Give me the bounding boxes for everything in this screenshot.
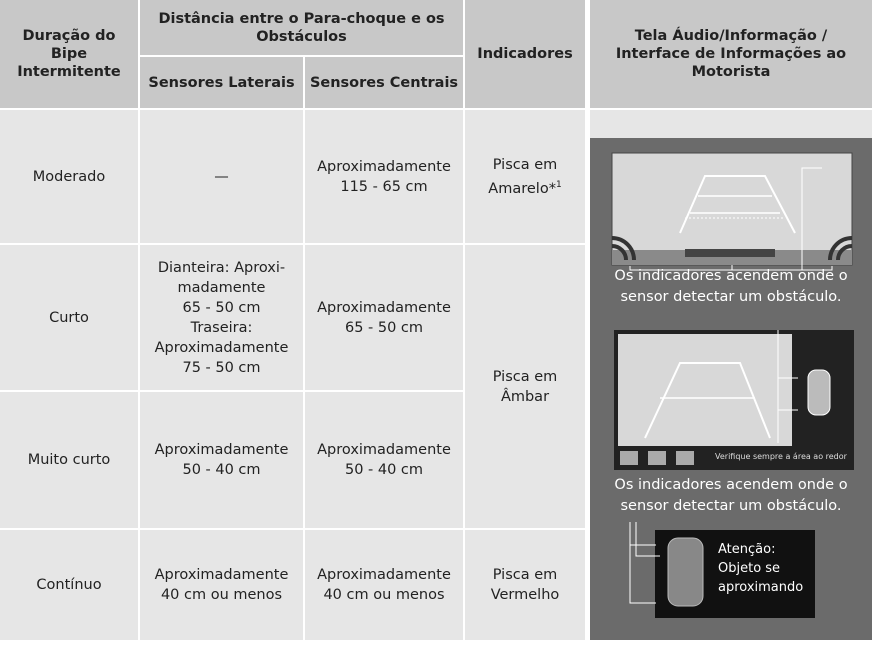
cell [590,110,872,138]
cell: Aproximadamente 115 - 65 cm [305,110,463,243]
caption: Os indicadores acendem onde o sensor det… [614,268,848,305]
cell-line: Aproximadamente [317,158,451,175]
cell-text: Vermelho [490,587,560,603]
cell: Aproximadamente 50 - 40 cm [305,392,463,528]
cell-line: Aproximadamente [154,442,289,458]
cell-line: 65 - 50 cm [182,299,261,316]
cell-text: Pisca em [492,156,558,173]
caption: Os indicadores acendem onde o sensor det… [614,477,848,514]
cell-text: Contínuo [36,577,102,593]
warning-text: Atenção: Objeto se aproximando [718,540,803,597]
cell: Pisca em Amarelo*1 [465,110,585,243]
display-panel: Os indicadores acendem onde o sensor det… [590,138,872,640]
cell-line: Vermelho [491,585,560,605]
warning-line: Objeto se [718,561,781,576]
cell: Pisca em Vermelho [465,530,585,640]
cell-line: Aproximadamente [317,567,451,583]
cell-line: Dianteira: Aproxi- [157,259,286,276]
screen-text: Verifique sempre a área ao redor [715,452,847,461]
header-text: Distância entre o Para-choque e os Obstá… [158,10,445,45]
header-cell: Sensores Laterais [140,57,303,108]
cell-text: Âmbar [500,388,550,405]
header-cell: Distância entre o Para-choque e os Obstá… [140,0,463,55]
cell-line: Aproximadamente [317,299,451,316]
cell-text: Moderado [32,168,106,185]
header-cell: Indicadores [465,0,585,108]
cell: Muito curto [0,392,138,528]
cell-line: 50 - 40 cm [182,462,261,478]
cell-line: 75 - 50 cm [182,359,261,376]
cell-line: Pisca em [493,565,558,585]
header-text: Sensores Centrais [309,74,459,91]
cell-line: 65 - 50 cm [344,319,424,336]
cell: Aproximadamente 65 - 50 cm [305,245,463,390]
cell-line: Âmbar [501,387,549,407]
cell-line: 40 cm ou menos [323,587,445,603]
cell-text: Curto [49,309,89,326]
cell: — [140,110,303,243]
cell: Curto [0,245,138,390]
header-cell: Sensores Centrais [305,57,463,108]
cell-text: Muito curto [27,452,111,468]
header-cell: Duração do Bipe Intermitente [0,0,138,108]
cell-line: madamente [177,279,266,296]
cell-line: 50 - 40 cm [344,462,424,478]
footnote-mark: 1 [555,179,562,190]
header-cell: Tela Áudio/Informação / Interface de Inf… [590,0,872,108]
cell-line: Amarelo*1 [488,175,561,199]
cell: Moderado [0,110,138,243]
display-illustrations [611,152,854,618]
cell-line: Pisca em [493,155,558,175]
cell: Dianteira: Aproxi-madamente 65 - 50 cm Tra… [140,245,303,390]
cell: Aproximadamente 40 cm ou menos [140,530,303,640]
cell-line: Traseira: [190,319,253,336]
cell-line: Pisca em [493,367,558,387]
cell: Aproximadamente 50 - 40 cm [140,392,303,528]
cell-text: Pisca em [492,567,558,583]
header-text: Sensores Laterais [148,74,295,91]
cell-text: Pisca em [492,368,558,385]
header-text: Tela Áudio/Informação / Interface de Inf… [615,28,847,80]
cell: Contínuo [0,530,138,640]
cell-line: Aproximadamente [154,567,289,583]
warning-line: Atenção: [718,542,776,557]
header-text: Duração do Bipe Intermitente [17,28,121,80]
cell-line: 115 - 65 cm [340,178,428,195]
cell-line: Aproximadamente [154,339,289,356]
cell: Pisca em Âmbar [465,245,585,528]
warning-line: aproximando [718,580,804,595]
cell-text: Amarelo* [488,180,556,197]
cell: Aproximadamente 40 cm ou menos [305,530,463,640]
cell-line: — [214,168,229,185]
header-text: Indicadores [477,46,573,62]
cell-line: Aproximadamente [317,442,451,458]
cell-line: 40 cm ou menos [160,587,283,603]
